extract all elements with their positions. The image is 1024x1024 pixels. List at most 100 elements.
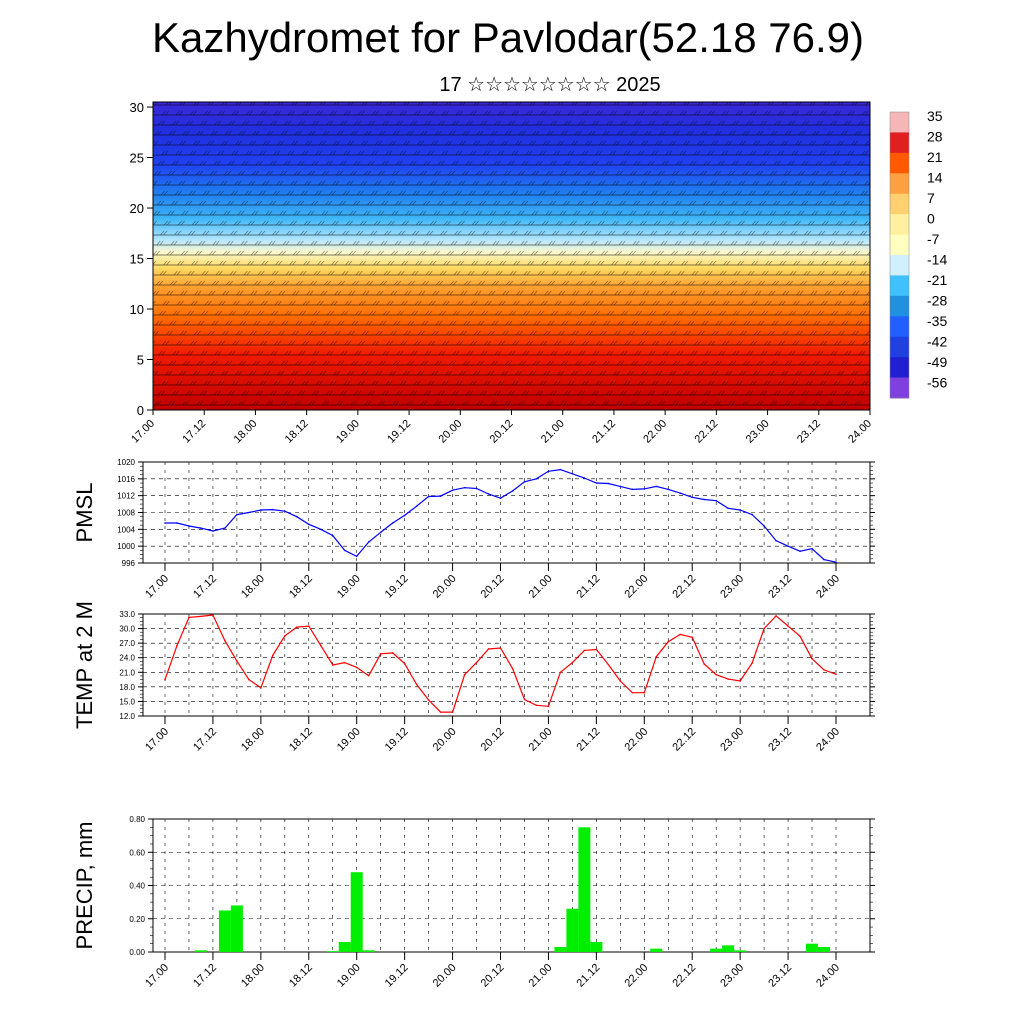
heatmap-x-tick-label: 17.12: [180, 418, 208, 446]
data-point: [691, 496, 694, 499]
precip-bar: [326, 951, 339, 952]
colorbar-swatch: [890, 377, 909, 399]
data-point: [715, 673, 717, 676]
data-point: [631, 691, 634, 694]
data-point: [319, 528, 322, 531]
data-point: [811, 657, 813, 660]
data-point: [475, 661, 478, 664]
colorbar-swatch: [890, 214, 909, 236]
x-tick-label: 21.12: [575, 573, 603, 601]
data-point: [583, 649, 586, 652]
x-tick-label: 19.00: [335, 726, 363, 754]
panel-frame: [142, 613, 871, 717]
data-point: [260, 509, 262, 511]
y-tick-label: 996: [122, 559, 136, 568]
data-point: [763, 627, 765, 630]
data-point: [559, 671, 562, 674]
data-point: [284, 635, 286, 637]
heatmap-y-tick-label: 25: [130, 151, 144, 166]
data-point: [272, 508, 274, 511]
data-point: [224, 527, 226, 529]
x-tick-label: 18.00: [239, 726, 267, 754]
colorbar-swatch: [890, 152, 909, 174]
heatmap-y-tick-label: 5: [137, 353, 144, 368]
colorbar-swatch: [890, 316, 909, 338]
precip-bar: [362, 950, 375, 952]
data-point: [176, 644, 178, 647]
data-point: [595, 482, 598, 484]
data-point: [835, 561, 837, 563]
data-point: [439, 711, 442, 713]
data-point: [248, 678, 250, 681]
chart-subtitle: 17 ☆☆☆☆☆☆☆☆ 2025: [439, 74, 661, 96]
x-tick-label: 22.12: [670, 573, 698, 601]
y-tick-label: 0.80: [129, 815, 145, 824]
data-point: [559, 468, 562, 471]
heatmap-x-tick-label: 24.00: [846, 418, 874, 446]
data-point: [571, 472, 574, 475]
x-tick-label: 22.12: [670, 726, 698, 754]
colorbar-swatch: [890, 132, 909, 154]
data-point: [727, 678, 729, 680]
x-tick-label: 17.12: [191, 573, 219, 601]
y-tick-label: 15.0: [119, 697, 135, 706]
data-point: [379, 653, 382, 655]
data-point: [391, 522, 394, 524]
y-axis-label: TEMP at 2 M: [72, 601, 97, 729]
data-point: [307, 523, 310, 526]
colorbar-frame: [889, 111, 910, 399]
heatmap-x-tick-label: 21.00: [539, 418, 567, 446]
x-tick-label: 17.12: [191, 726, 219, 754]
colorbar-label: -35: [927, 313, 947, 329]
precip-bar: [722, 945, 735, 952]
data-point: [212, 614, 214, 616]
heatmap-x-tick-label: 19.00: [334, 418, 362, 446]
colorbar-label: 14: [927, 170, 943, 186]
data-point: [188, 525, 190, 527]
colorbar-label: 7: [927, 190, 935, 206]
heatmap-x-tick-label: 23.12: [795, 418, 823, 446]
colorbar-label: 21: [927, 149, 943, 165]
data-point: [499, 647, 502, 649]
series-line: [165, 468, 837, 563]
precip-panel: 17.00 17.12 18.00 18.12 19.00 19.12 20.00 20.12…: [72, 815, 875, 990]
colorbar-label: -49: [927, 354, 947, 370]
data-point: [439, 495, 442, 497]
data-point: [200, 527, 202, 529]
heatmap-x-tick-label: 17.00: [129, 418, 157, 446]
data-point: [799, 635, 801, 638]
chart-title: Kazhydromet for Pavlodar(52.18 76.9): [151, 14, 865, 61]
data-point: [547, 705, 550, 708]
x-tick-label: 17.12: [191, 962, 219, 990]
y-tick-label: 0.20: [129, 915, 145, 924]
data-point: [224, 639, 226, 642]
data-point: [511, 667, 514, 670]
data-point: [835, 673, 837, 676]
data-point: [547, 470, 550, 473]
x-tick-label: 23.12: [766, 726, 794, 754]
y-tick-label: 1016: [117, 475, 135, 484]
y-tick-label: 1008: [117, 509, 135, 518]
colorbar-swatch: [890, 357, 909, 379]
x-tick-label: 24.00: [814, 726, 842, 754]
x-tick-label: 18.12: [287, 726, 315, 754]
data-point: [727, 507, 729, 510]
x-tick-label: 17.00: [143, 962, 171, 990]
precip-bar: [590, 942, 603, 952]
x-tick-label: 22.00: [622, 573, 650, 601]
data-point: [571, 661, 574, 664]
heatmap-x-tick-label: 23.00: [744, 418, 772, 446]
data-point: [379, 531, 382, 534]
data-point: [367, 541, 370, 543]
data-point: [427, 495, 430, 498]
data-point: [272, 654, 274, 657]
data-point: [535, 704, 538, 707]
data-point: [787, 545, 789, 547]
data-point: [427, 699, 430, 701]
data-point: [739, 680, 741, 682]
colorbar-swatch: [890, 336, 909, 358]
heatmap-x-tick-label: 20.00: [436, 418, 464, 446]
data-point: [188, 616, 190, 619]
data-point: [523, 480, 526, 483]
x-tick-label: 21.00: [527, 962, 555, 990]
